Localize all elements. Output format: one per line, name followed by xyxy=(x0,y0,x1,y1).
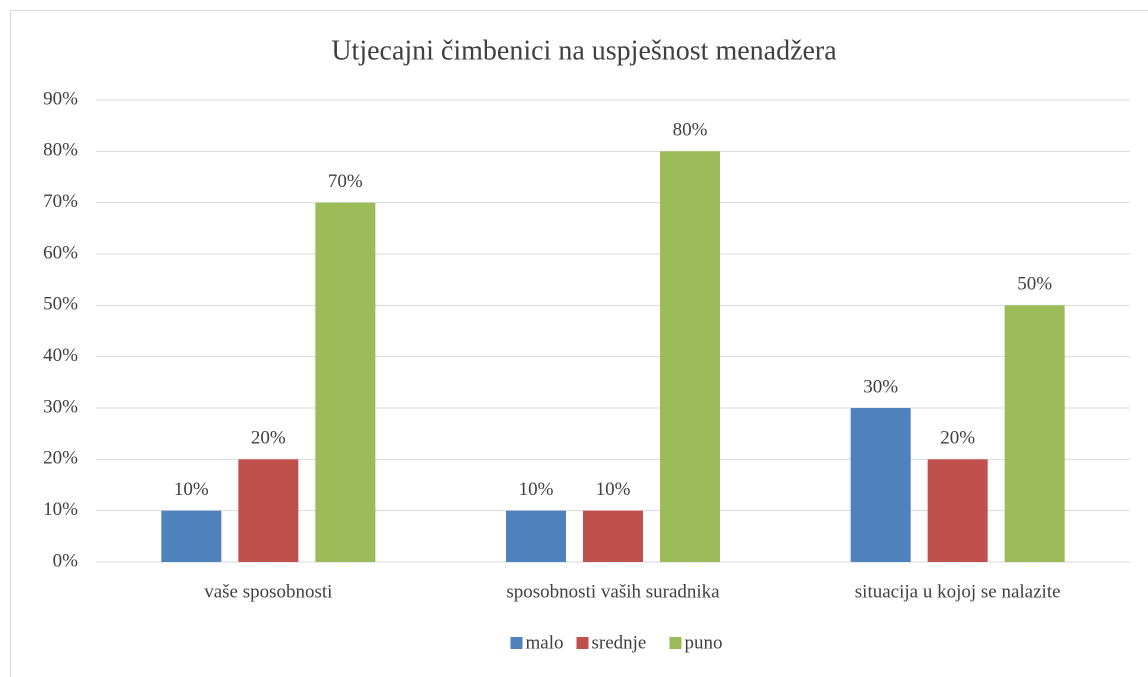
data-label: 70% xyxy=(328,171,363,192)
data-label: 10% xyxy=(519,479,554,500)
x-tick-label: vaše sposobnosti xyxy=(204,581,332,602)
bar xyxy=(583,510,643,562)
y-tick-label: 40% xyxy=(43,345,78,366)
bar xyxy=(1004,305,1065,562)
y-tick-label: 0% xyxy=(53,550,79,571)
data-label: 20% xyxy=(251,428,286,449)
bar xyxy=(927,459,988,562)
y-tick-label: 30% xyxy=(43,396,78,417)
y-tick-label: 60% xyxy=(43,242,78,263)
y-tick-label: 20% xyxy=(43,448,78,469)
chart-title: Utjecajni čimbenici na uspješnost menadž… xyxy=(331,35,837,66)
y-tick-label: 70% xyxy=(43,191,78,212)
y-tick-label: 90% xyxy=(43,88,78,109)
y-tick-label: 10% xyxy=(43,499,78,520)
bar xyxy=(315,202,376,562)
data-label: 10% xyxy=(596,479,631,500)
legend-swatch xyxy=(576,637,589,649)
y-tick-label: 80% xyxy=(43,140,78,161)
data-label: 10% xyxy=(174,479,209,500)
data-label: 80% xyxy=(673,120,708,141)
data-label: 50% xyxy=(1017,274,1052,295)
x-tick-label: situacija u kojoj se nalazite xyxy=(855,581,1061,602)
bar xyxy=(161,510,222,562)
legend-label: srednje xyxy=(592,632,647,653)
y-tick-label: 50% xyxy=(43,294,78,315)
bar xyxy=(850,408,911,562)
legend-swatch xyxy=(669,637,682,649)
bar xyxy=(660,151,720,563)
legend-label: malo xyxy=(526,632,564,653)
bar xyxy=(238,459,299,562)
bar xyxy=(506,510,566,562)
legend-label: puno xyxy=(685,632,723,653)
data-label: 20% xyxy=(940,428,975,449)
data-label: 30% xyxy=(863,376,898,397)
x-tick-label: sposobnosti vaših suradnika xyxy=(506,581,720,602)
legend-swatch xyxy=(510,637,523,649)
chart-frame xyxy=(10,10,1148,677)
